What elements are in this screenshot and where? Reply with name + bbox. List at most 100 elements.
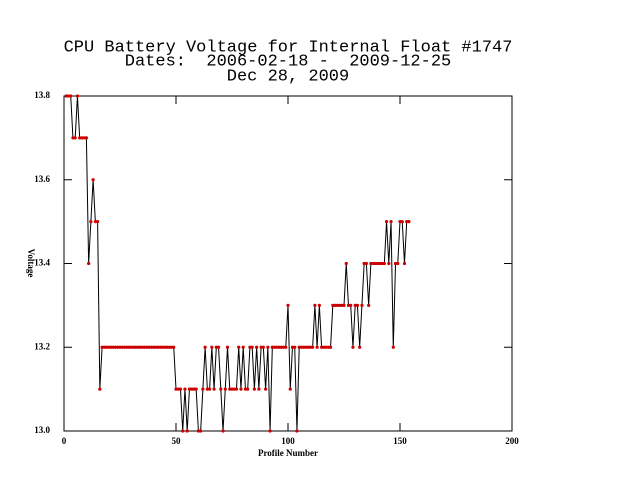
data-point: [293, 345, 297, 349]
data-point: [266, 345, 270, 349]
data-point: [109, 345, 113, 349]
chart-subtitle: Dates: 2006-02-18 - 2009-12-25: [125, 52, 451, 71]
data-point: [315, 345, 319, 349]
data-point: [255, 345, 259, 349]
data-point: [246, 387, 250, 391]
y-tick-label: 13.8: [34, 90, 50, 100]
data-point: [208, 387, 212, 391]
data-point: [243, 387, 248, 391]
data-point: [391, 345, 395, 349]
data-point: [380, 261, 384, 266]
data-point: [326, 345, 330, 349]
data-point: [311, 345, 315, 349]
data-point: [313, 303, 317, 307]
data-point: [158, 345, 162, 349]
data-point: [73, 136, 77, 140]
data-point: [320, 345, 324, 349]
data-point: [264, 387, 268, 391]
data-point: [299, 345, 304, 349]
data-point: [125, 345, 129, 349]
data-point: [261, 345, 265, 349]
data-point: [120, 345, 124, 349]
data-point: [80, 136, 84, 140]
y-axis-label: Voltage: [26, 249, 36, 278]
data-point: [69, 94, 73, 98]
data-point: [169, 345, 174, 349]
data-point: [199, 429, 203, 433]
data-point: [64, 94, 68, 98]
data-point: [118, 345, 122, 349]
data-point: [288, 387, 292, 391]
data-point: [136, 345, 140, 349]
data-point: [181, 429, 185, 433]
data-point: [116, 345, 120, 349]
data-point: [154, 345, 158, 349]
data-point: [387, 261, 391, 266]
data-point: [241, 345, 245, 349]
data-point: [308, 345, 312, 349]
data-point: [393, 261, 398, 266]
data-point: [369, 261, 373, 266]
data-point: [378, 261, 382, 266]
data-point: [272, 345, 277, 349]
data-point: [360, 303, 364, 307]
data-point: [324, 345, 328, 349]
data-point: [349, 303, 353, 307]
data-point: [192, 387, 196, 391]
data-point: [122, 345, 127, 349]
data-point: [194, 387, 198, 391]
data-point: [221, 429, 225, 433]
data-point: [174, 387, 178, 391]
y-tick-label: 13.6: [34, 174, 50, 184]
data-point: [317, 303, 321, 307]
data-point: [337, 303, 342, 307]
data-point: [75, 94, 80, 98]
data-point: [172, 345, 176, 349]
data-point: [216, 345, 221, 349]
data-point: [78, 136, 82, 140]
x-tick-label: 200: [505, 436, 519, 446]
data-point: [284, 345, 288, 349]
data-point: [160, 345, 165, 349]
data-point: [187, 387, 192, 391]
data-point: [98, 387, 102, 391]
y-tick-label: 13.2: [34, 341, 50, 351]
y-tick-label: 13.0: [34, 425, 50, 435]
x-tick-label: 100: [281, 436, 295, 446]
data-point: [322, 345, 326, 349]
data-point: [163, 345, 167, 349]
y-tick-label: 13.4: [34, 258, 50, 268]
data-point: [225, 345, 230, 349]
data-point: [87, 261, 91, 266]
data-point: [407, 220, 411, 224]
data-point: [113, 345, 118, 349]
data-point: [362, 261, 366, 266]
data-point: [286, 303, 290, 307]
data-point: [149, 345, 153, 349]
data-point: [270, 345, 274, 349]
data-point: [134, 345, 138, 349]
data-point: [66, 94, 71, 98]
data-point: [71, 136, 75, 140]
data-point: [250, 345, 254, 349]
data-point: [367, 303, 371, 307]
data-point: [185, 429, 189, 433]
data-point: [373, 261, 377, 266]
data-point: [239, 387, 243, 391]
data-point: [351, 345, 355, 349]
data-point: [176, 387, 180, 391]
data-point: [107, 345, 111, 349]
data-point: [257, 387, 261, 391]
data-point: [335, 303, 339, 307]
data-point: [248, 345, 252, 349]
data-point: [355, 303, 360, 307]
data-point: [210, 345, 214, 349]
data-point: [228, 387, 232, 391]
data-point: [201, 387, 205, 391]
data-point: [127, 345, 131, 349]
data-point: [346, 303, 351, 307]
data-point: [268, 429, 272, 433]
data-point: [405, 220, 409, 224]
data-point: [205, 387, 209, 391]
